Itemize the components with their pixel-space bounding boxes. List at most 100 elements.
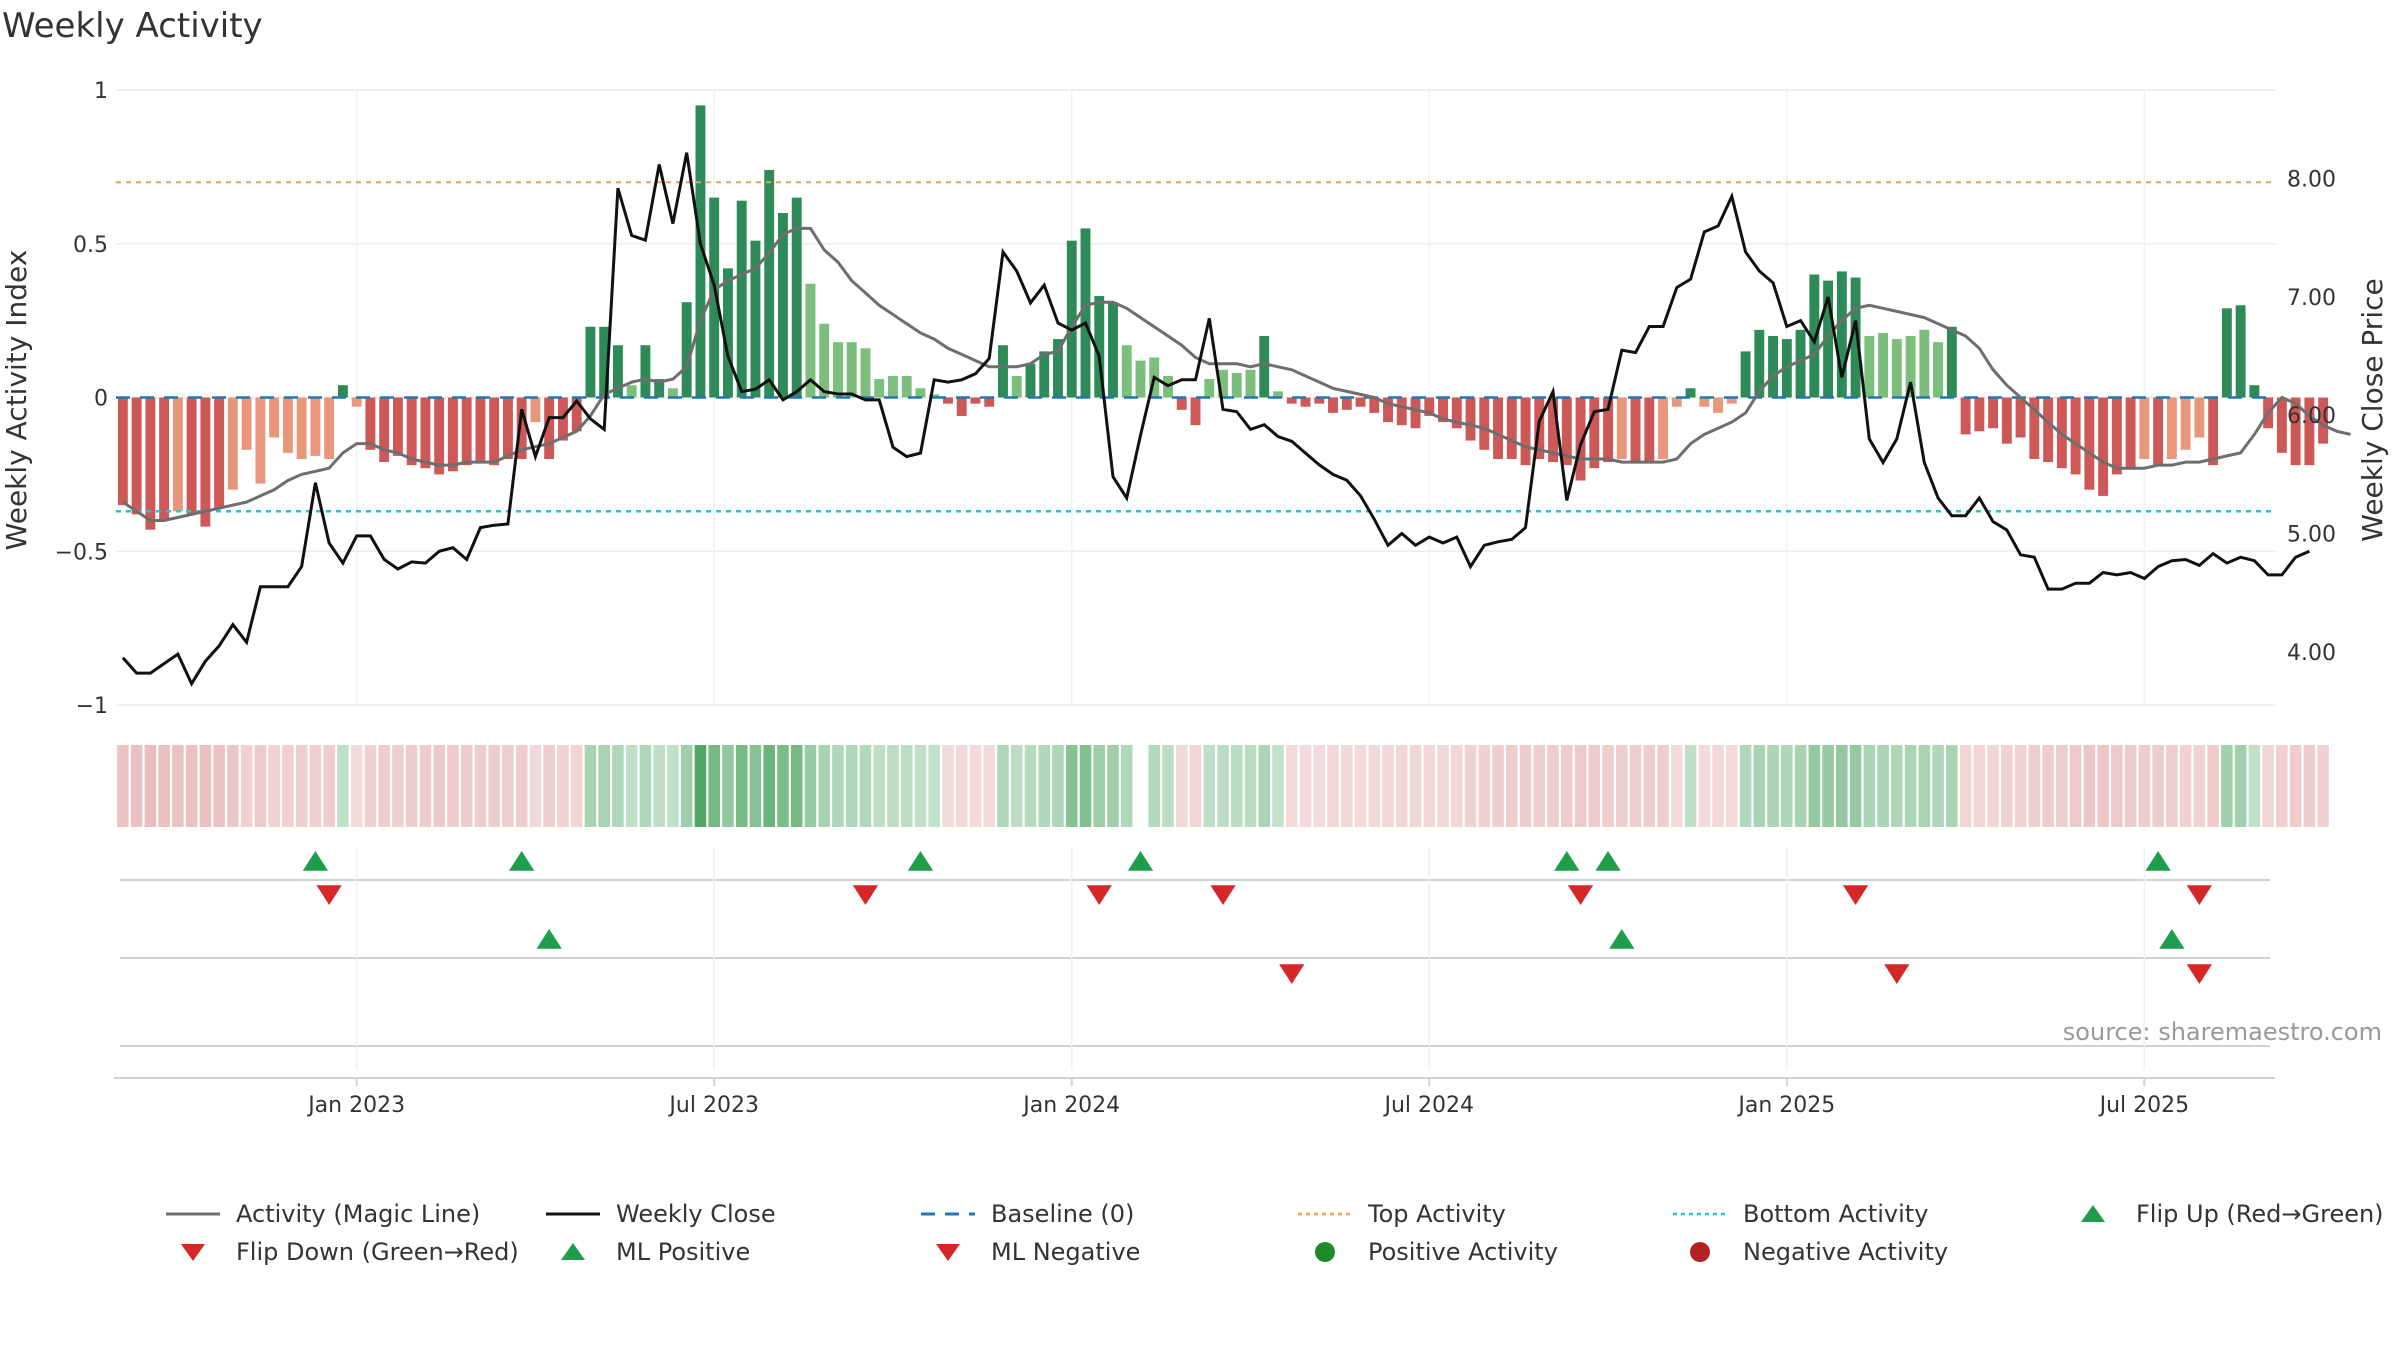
heat-cell — [1217, 745, 1229, 827]
activity-bar — [709, 197, 720, 398]
heat-cell — [1794, 745, 1807, 827]
activity-bar — [2166, 397, 2177, 459]
legend-item: Baseline (0) — [915, 1200, 1134, 1228]
heat-cell — [1932, 745, 1944, 827]
heat-cell — [1616, 745, 1628, 827]
heat-cell — [2056, 745, 2068, 827]
legend: Activity (Magic Line) Weekly Close Baselin… — [160, 1200, 2400, 1280]
activity-bar — [2043, 397, 2054, 463]
heat-cell — [392, 745, 404, 827]
heat-cell — [1836, 745, 1848, 827]
activity-bar — [530, 397, 541, 423]
activity-bar — [901, 375, 912, 398]
heat-cell — [1313, 745, 1326, 827]
activity-bar — [1575, 397, 1586, 481]
activity-bar — [1726, 397, 1737, 404]
activity-bar — [1740, 351, 1751, 398]
activity-bar — [1465, 397, 1476, 441]
heat-cell — [199, 745, 212, 827]
heat-cell — [1891, 745, 1903, 827]
heat-cell — [172, 745, 184, 827]
heat-cell — [873, 745, 885, 827]
activity-bar — [1094, 296, 1105, 398]
legend-item: Flip Down (Green→Red) — [160, 1238, 519, 1266]
activity-bar — [475, 397, 486, 463]
activity-bar — [200, 397, 211, 527]
activity-bar — [131, 397, 142, 515]
legend-item: ML Positive — [540, 1238, 750, 1266]
heat-cell — [282, 745, 294, 827]
activity-bar — [585, 326, 596, 398]
heat-cell — [804, 745, 817, 827]
activity-bar — [654, 379, 665, 398]
heat-cell — [969, 745, 982, 827]
activity-bar — [1603, 397, 1613, 463]
heat-cell — [1671, 745, 1683, 827]
heat-cell — [1258, 745, 1271, 827]
left-tick-label: 1 — [94, 79, 108, 104]
activity-bar — [1025, 363, 1036, 398]
activity-bar — [1878, 332, 1889, 398]
tri-down-icon — [936, 1244, 960, 1261]
heat-cell — [1726, 745, 1738, 827]
activity-bar — [860, 348, 871, 398]
heat-cell — [1162, 745, 1174, 827]
left-axis: 1 0.5 0 −0.5 −1 — [55, 79, 108, 719]
heat-cell — [1382, 745, 1394, 827]
ml-flip-up-marker — [1127, 851, 1154, 871]
right-tick-label: 5.00 — [2287, 523, 2336, 548]
heat-cell — [1230, 745, 1243, 827]
activity-bar — [681, 302, 692, 398]
activity-bar — [461, 397, 472, 466]
activity-bar — [379, 397, 390, 463]
heat-cell — [1602, 745, 1614, 827]
heat-cell — [474, 745, 487, 827]
ml-flip-down-marker — [1842, 885, 1869, 905]
heat-cell — [2001, 745, 2013, 827]
heat-cell — [1946, 745, 1958, 827]
activity-bar — [1341, 397, 1352, 410]
activity-bar — [970, 397, 981, 404]
heat-cell — [983, 745, 996, 827]
heat-cell — [584, 745, 597, 827]
heat-cell — [1781, 745, 1793, 827]
activity-bar — [805, 283, 816, 398]
ml-flip-down-marker — [1086, 885, 1112, 905]
heat-cell — [515, 745, 528, 827]
heat-cell — [1684, 745, 1697, 827]
heat-cell — [227, 745, 239, 827]
activity-bar — [2249, 385, 2260, 398]
activity-bar — [2084, 397, 2095, 490]
ml-flip-down-marker — [1567, 885, 1594, 905]
activity-bar — [695, 105, 706, 398]
activity-bar — [750, 240, 761, 398]
activity-bar — [599, 326, 610, 398]
heat-cell — [1327, 745, 1339, 827]
heat-cell — [1629, 745, 1642, 827]
activity-bar — [1039, 351, 1050, 398]
heat-cell — [1024, 745, 1037, 827]
activity-bar — [2125, 397, 2136, 469]
activity-bar — [392, 397, 403, 456]
activity-bar — [255, 397, 266, 484]
activity-bar — [1245, 369, 1256, 398]
activity-bar — [612, 345, 623, 398]
activity-bar — [929, 394, 940, 398]
heat-cell — [2097, 745, 2109, 827]
activity-bar — [984, 397, 995, 407]
tri-up-icon — [561, 1243, 585, 1260]
activity-flip-up-marker — [1609, 929, 1635, 949]
activity-bar — [351, 397, 362, 407]
heat-cell — [1712, 745, 1724, 827]
heat-cell — [2289, 745, 2302, 827]
activity-bar — [1561, 397, 1572, 466]
activity-bar — [1369, 397, 1380, 413]
heat-cell — [1849, 745, 1862, 827]
x-tick-label: Jul 2023 — [667, 1093, 759, 1118]
activity-bar — [1190, 397, 1201, 426]
activity-bar — [1864, 336, 1875, 398]
heat-cell — [2042, 745, 2054, 827]
activity-bar — [819, 323, 830, 398]
activity-bar — [722, 268, 733, 398]
right-tick-label: 7.00 — [2287, 286, 2336, 311]
